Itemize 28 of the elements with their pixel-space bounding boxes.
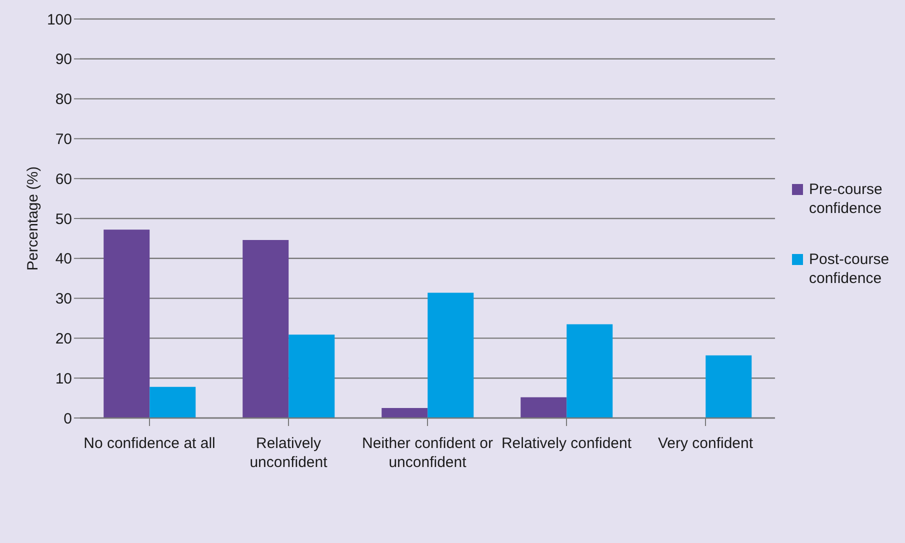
y-axis-title: Percentage (%) — [24, 166, 42, 271]
y-tick-label: 10 — [55, 370, 72, 388]
x-tick-label: Relatively unconfident — [248, 434, 328, 472]
y-tick-label: 100 — [46, 11, 72, 28]
y-tick-label: 90 — [55, 51, 72, 68]
bar — [150, 386, 196, 418]
y-tick-label: 0 — [64, 410, 72, 428]
y-tick-label: 80 — [55, 91, 72, 108]
bar — [520, 397, 567, 418]
bar — [104, 230, 150, 418]
y-tick-label: 50 — [55, 210, 72, 228]
bar — [382, 408, 428, 418]
x-tick-label: Neither confident or unconfident — [361, 434, 494, 472]
x-tick-label: No confidence at all — [82, 434, 216, 453]
bar — [706, 355, 752, 418]
bar — [428, 292, 474, 418]
legend-label: Pre-course confidence — [809, 180, 884, 218]
x-tick-label: Very confident — [656, 434, 754, 453]
y-tick-label: 40 — [55, 250, 72, 268]
y-tick-label: 30 — [55, 290, 72, 308]
bar — [242, 240, 289, 418]
y-tick-label: 20 — [55, 330, 72, 348]
bar — [288, 334, 335, 418]
y-tick-label: 60 — [55, 170, 72, 188]
bar — [566, 324, 613, 418]
x-tick-label: Relatively confident — [500, 434, 633, 453]
legend-label: Post-course confidence — [809, 250, 890, 288]
y-tick-label: 70 — [55, 131, 72, 148]
